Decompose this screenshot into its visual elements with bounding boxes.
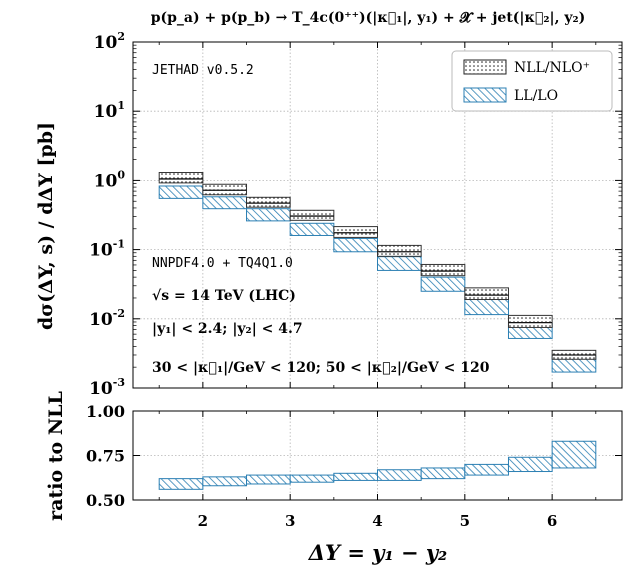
band-ll-segment — [158, 185, 204, 199]
ratio-y-tick-label: 0.75 — [86, 447, 125, 466]
label-pdf: NNPDF4.0 + TQ4Q1.0 — [152, 256, 293, 271]
band-ll-segment — [289, 222, 335, 236]
y-tick-label: 10-1 — [89, 238, 125, 261]
main-panel: 10-3 10-2 10-1 100 101 102 — [89, 30, 623, 399]
label-rapidity-cuts: |y₁| < 2.4; |y₂| < 4.7 — [152, 321, 303, 337]
legend-swatch-nll — [463, 59, 507, 75]
band-nll-segment — [377, 244, 422, 257]
x-tick-label: 3 — [285, 512, 295, 530]
band-nll-segment — [420, 263, 466, 277]
x-axis-label: ΔY = y₁ − y₂ — [308, 540, 448, 565]
ratio-band-ll-segment — [551, 440, 597, 469]
legend-swatch-ll — [463, 87, 507, 103]
y-tick-label: 102 — [94, 30, 125, 53]
ratio-plot-frame — [132, 410, 623, 501]
x-tick-labels: 2 3 4 5 6 — [198, 512, 558, 530]
band-nll-segment — [158, 172, 204, 184]
legend: NLL/NLO⁺ LL/LO — [451, 50, 613, 112]
ratio-y-tick-label: 1.00 — [86, 402, 125, 421]
ratio-band-ll-segment — [507, 456, 553, 473]
x-tick-label: 5 — [460, 512, 470, 530]
band-nll-segment — [289, 209, 335, 221]
band-ll-segment — [377, 256, 422, 271]
band-ll-segment — [202, 196, 248, 210]
ratio-band-ll-segment — [158, 478, 204, 490]
y-tick-label: 10-2 — [89, 307, 125, 330]
band-ll-segment — [333, 237, 379, 253]
ratio-gridlines — [133, 411, 622, 500]
label-jethad: JETHAD v0.5.2 — [152, 63, 254, 78]
ratio-y-axis-label: ratio to NLL — [45, 391, 67, 521]
ratio-band-ll-segment — [246, 474, 291, 485]
ratio-band-ll-segment — [420, 467, 466, 480]
ratio-band-ll-segment — [333, 472, 379, 481]
ratio-series — [158, 440, 597, 490]
ratio-y-tick-label: 0.50 — [86, 491, 125, 510]
x-tick-label: 6 — [547, 512, 557, 530]
ratio-band-ll-segment — [464, 463, 509, 476]
ratio-band-ll-segment — [289, 474, 335, 483]
band-nll-segment — [464, 287, 509, 301]
main-axis-ticks: 10-3 10-2 10-1 100 101 102 — [89, 30, 622, 399]
band-nll-segment — [202, 183, 248, 196]
y-tick-label: 100 — [94, 168, 126, 191]
band-nll-segment — [333, 226, 379, 238]
y-tick-label: 101 — [94, 99, 125, 122]
band-nll-segment — [507, 314, 553, 328]
band-ll-segment — [246, 208, 291, 222]
legend-label-nll: NLL/NLO⁺ — [514, 60, 590, 76]
y-tick-label: 10-3 — [89, 376, 125, 399]
ratio-band-ll-segment — [377, 469, 422, 481]
ratio-panel: 0.50 0.75 1.00 — [86, 402, 623, 510]
ratio-band-ll-segment — [202, 476, 248, 487]
band-nll-segment — [246, 196, 291, 208]
label-kt-cuts: 30 < |κ⃗₁|/GeV < 120; 50 < |κ⃗₂|/GeV < 1… — [152, 360, 490, 376]
main-series — [158, 172, 597, 373]
y-axis-label: dσ(ΔY, s) / dΔY [pb] — [35, 122, 57, 330]
legend-label-ll: LL/LO — [514, 88, 558, 104]
band-ll-segment — [420, 276, 466, 292]
x-tick-label: 4 — [372, 512, 382, 530]
label-energy: √s = 14 TeV (LHC) — [152, 288, 296, 304]
chart-title: p(p_a) + p(p_b) → T_4c(0⁺⁺)(|κ⃗₁|, y₁) +… — [151, 10, 586, 26]
ratio-axis-ticks: 0.50 0.75 1.00 — [86, 402, 622, 510]
x-tick-label: 2 — [198, 512, 208, 530]
band-ll-segment — [464, 299, 509, 316]
